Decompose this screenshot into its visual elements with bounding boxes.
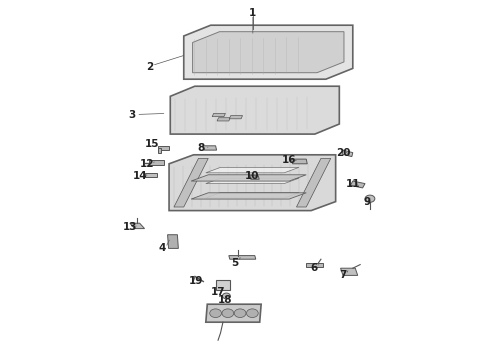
Polygon shape: [206, 193, 299, 198]
Polygon shape: [229, 116, 243, 119]
Polygon shape: [191, 193, 306, 199]
Polygon shape: [206, 178, 299, 184]
Text: 4: 4: [158, 243, 166, 253]
Polygon shape: [341, 268, 358, 275]
Polygon shape: [193, 32, 344, 73]
Text: 20: 20: [336, 148, 350, 158]
Text: 16: 16: [282, 155, 296, 165]
Polygon shape: [217, 118, 230, 121]
Polygon shape: [149, 160, 164, 165]
Text: 9: 9: [364, 197, 371, 207]
Polygon shape: [206, 304, 261, 322]
Text: 3: 3: [129, 110, 136, 120]
Polygon shape: [292, 159, 307, 164]
Text: 7: 7: [339, 270, 347, 280]
Polygon shape: [145, 173, 157, 177]
Polygon shape: [158, 148, 161, 153]
Text: 1: 1: [249, 8, 256, 18]
Polygon shape: [171, 86, 339, 134]
Text: 2: 2: [146, 62, 153, 72]
Polygon shape: [191, 175, 306, 181]
Polygon shape: [184, 25, 353, 79]
Circle shape: [246, 309, 258, 318]
Polygon shape: [169, 155, 336, 211]
Text: 6: 6: [310, 263, 317, 273]
Text: 8: 8: [197, 143, 204, 153]
Polygon shape: [296, 158, 331, 207]
Text: 19: 19: [189, 276, 203, 286]
Text: 14: 14: [132, 171, 147, 181]
Polygon shape: [206, 167, 299, 173]
Polygon shape: [174, 158, 208, 207]
Polygon shape: [203, 146, 217, 150]
Polygon shape: [130, 223, 145, 229]
Circle shape: [234, 309, 246, 318]
Circle shape: [365, 195, 375, 202]
Text: 5: 5: [232, 258, 239, 268]
Text: 13: 13: [122, 222, 137, 232]
Circle shape: [222, 309, 234, 318]
Polygon shape: [168, 235, 178, 248]
Polygon shape: [306, 263, 323, 267]
Bar: [216, 280, 230, 290]
Polygon shape: [229, 256, 256, 259]
Polygon shape: [342, 150, 353, 157]
Polygon shape: [212, 113, 225, 117]
Polygon shape: [350, 181, 365, 188]
Text: 12: 12: [140, 159, 154, 169]
Polygon shape: [158, 146, 169, 150]
Text: 18: 18: [218, 294, 233, 305]
Text: 15: 15: [145, 139, 159, 149]
Text: 17: 17: [211, 287, 225, 297]
Text: 10: 10: [245, 171, 260, 181]
Polygon shape: [250, 176, 259, 179]
Circle shape: [222, 293, 230, 299]
Text: 11: 11: [345, 179, 360, 189]
Circle shape: [210, 309, 221, 318]
